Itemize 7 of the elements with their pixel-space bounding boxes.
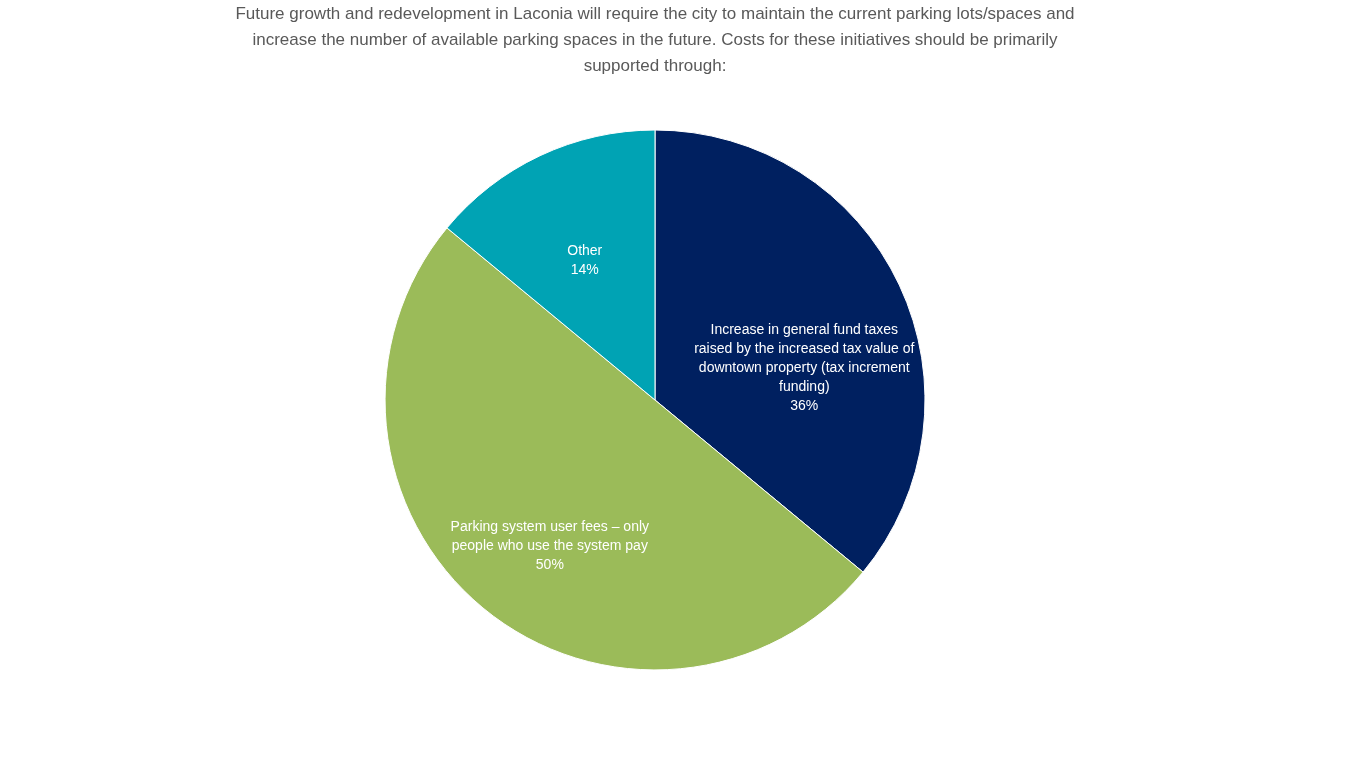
data-label: 14%: [570, 260, 599, 277]
chart-title: Future growth and redevelopment in Laconia will require the city to maintain the current parking lots/spaces and increase the number of available parking spaces in the future. Costs for these initiatives should be primarily supported through:: [235, 4, 1075, 75]
slice-label: Parking system user fees – only people who use the system pay: [450, 518, 650, 554]
data-label: 36%: [790, 396, 819, 413]
slice-label: Other: [567, 241, 603, 258]
data-label: 50%: [535, 556, 564, 573]
slice-label: Increase in general fund taxes raised by the increased tax value of downtown property (tax increment funding): [694, 320, 915, 394]
